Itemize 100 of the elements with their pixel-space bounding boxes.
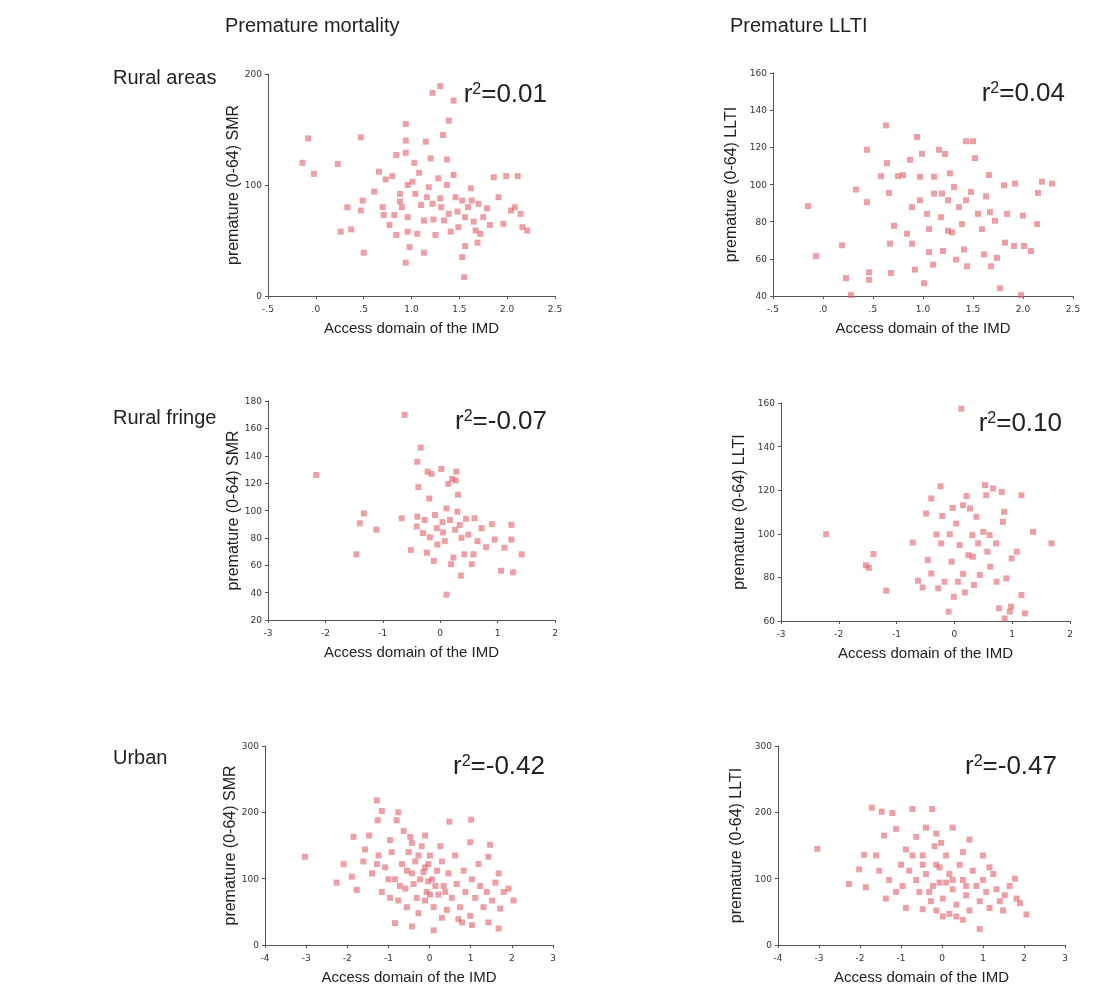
- point: [430, 557, 437, 564]
- x-tick-label: -.5: [767, 303, 779, 314]
- point: [498, 567, 505, 574]
- y-axis-title: premature (0-64) SMR: [221, 765, 239, 926]
- point: [508, 521, 515, 528]
- y-axis-title: premature (0-64) LLTI: [727, 767, 745, 924]
- point: [441, 538, 448, 545]
- x-tick-label: 2.0: [500, 303, 515, 314]
- x-tick-label: 0: [426, 952, 433, 963]
- x-axis-title: Access domain of the IMD: [833, 968, 1010, 985]
- point: [373, 526, 380, 533]
- y-tick-label: 100: [754, 873, 773, 884]
- y-tick-label: 140: [757, 441, 776, 452]
- x-tick-label: -4: [260, 952, 270, 963]
- x-tick-label: -.5: [262, 303, 274, 314]
- x-tick-label: 0: [939, 952, 946, 963]
- x-tick-label: -4: [773, 952, 783, 963]
- x-tick-label: -1: [383, 952, 393, 963]
- x-axis-title: Access domain of the IMD: [835, 319, 1011, 336]
- y-axis-title: premature (0-64) SMR: [224, 104, 242, 266]
- chart-subtitle: Rural areas: [113, 66, 217, 88]
- y-tick-label: 80: [763, 572, 776, 583]
- point: [426, 534, 433, 541]
- y-tick-label: 160: [244, 423, 263, 434]
- point: [398, 515, 405, 522]
- x-tick-label: -1: [892, 628, 902, 639]
- point: [413, 523, 420, 530]
- x-tick-label: -2: [834, 628, 844, 639]
- x-tick-label: 1.5: [452, 303, 467, 314]
- point: [353, 551, 360, 558]
- y-tick-label: 100: [244, 180, 263, 190]
- point: [501, 544, 508, 551]
- chart-title: Premature LLTI: [730, 14, 868, 36]
- chart-title: Premature mortality: [225, 14, 400, 36]
- y-tick-label: 60: [763, 616, 776, 626]
- y-tick-label: 0: [766, 940, 773, 950]
- x-tick-label: 0: [951, 628, 958, 639]
- y-tick-label: 120: [244, 478, 263, 489]
- point: [471, 515, 478, 522]
- x-tick-label: -2: [320, 627, 330, 638]
- y-tick-label: 160: [749, 68, 768, 78]
- point: [510, 569, 517, 576]
- x-axis-title: Access domain of the IMD: [323, 319, 500, 336]
- point: [465, 531, 472, 538]
- point: [417, 444, 424, 451]
- point: [401, 411, 408, 418]
- point: [461, 551, 468, 558]
- y-tick-label: 200: [754, 807, 773, 818]
- x-tick-label: 2: [552, 627, 558, 638]
- point: [415, 484, 422, 491]
- y-tick-label: 40: [755, 291, 768, 301]
- x-tick-label: 1: [467, 952, 474, 963]
- point: [454, 491, 461, 498]
- y-axis-title: premature (0-64) SMR: [224, 430, 242, 591]
- x-tick-label: -3: [263, 627, 273, 638]
- point: [440, 529, 447, 536]
- x-tick-label: .5: [359, 303, 368, 314]
- x-tick-label: 2: [508, 952, 515, 963]
- y-tick-label: 100: [244, 505, 263, 516]
- y-tick-label: 200: [244, 69, 263, 79]
- point: [453, 468, 460, 475]
- point: [452, 526, 459, 533]
- y-tick-label: 120: [749, 142, 768, 153]
- point: [483, 544, 490, 551]
- point: [508, 536, 515, 543]
- point: [432, 512, 439, 519]
- y-axis-title: premature (0-64) LLTI: [722, 106, 740, 263]
- x-tick-label: .0: [818, 303, 828, 314]
- x-tick-label: 2: [1021, 952, 1027, 963]
- point: [454, 508, 461, 515]
- x-tick-label: 0: [437, 627, 444, 638]
- x-tick-label: 1.0: [404, 303, 419, 314]
- x-tick-label: 2.0: [1015, 303, 1031, 314]
- x-tick-label: 1: [1009, 628, 1016, 639]
- y-tick-label: 40: [250, 587, 263, 598]
- y-tick-label: 120: [757, 485, 776, 496]
- point: [426, 495, 433, 502]
- point: [313, 471, 320, 478]
- y-tick-label: 140: [749, 105, 768, 116]
- point: [439, 519, 446, 526]
- y-tick-label: 200: [241, 807, 260, 818]
- x-tick-label: 3: [550, 952, 556, 963]
- y-tick-label: 300: [241, 741, 260, 751]
- point: [428, 470, 435, 477]
- point: [450, 554, 457, 561]
- x-tick-label: 2.5: [547, 303, 563, 314]
- point: [445, 480, 452, 487]
- chart-subtitle: Rural fringe: [113, 406, 217, 428]
- y-tick-label: 160: [757, 398, 776, 408]
- x-tick-label: -1: [896, 952, 906, 963]
- point: [438, 466, 445, 473]
- point: [414, 513, 421, 520]
- y-tick-label: 80: [250, 532, 263, 543]
- point: [488, 521, 495, 528]
- point: [468, 561, 475, 568]
- y-tick-label: 180: [244, 396, 263, 406]
- y-tick-label: 0: [253, 940, 260, 950]
- point: [356, 520, 363, 527]
- y-tick-label: 20: [250, 615, 263, 625]
- x-tick-label: 1.0: [915, 303, 931, 314]
